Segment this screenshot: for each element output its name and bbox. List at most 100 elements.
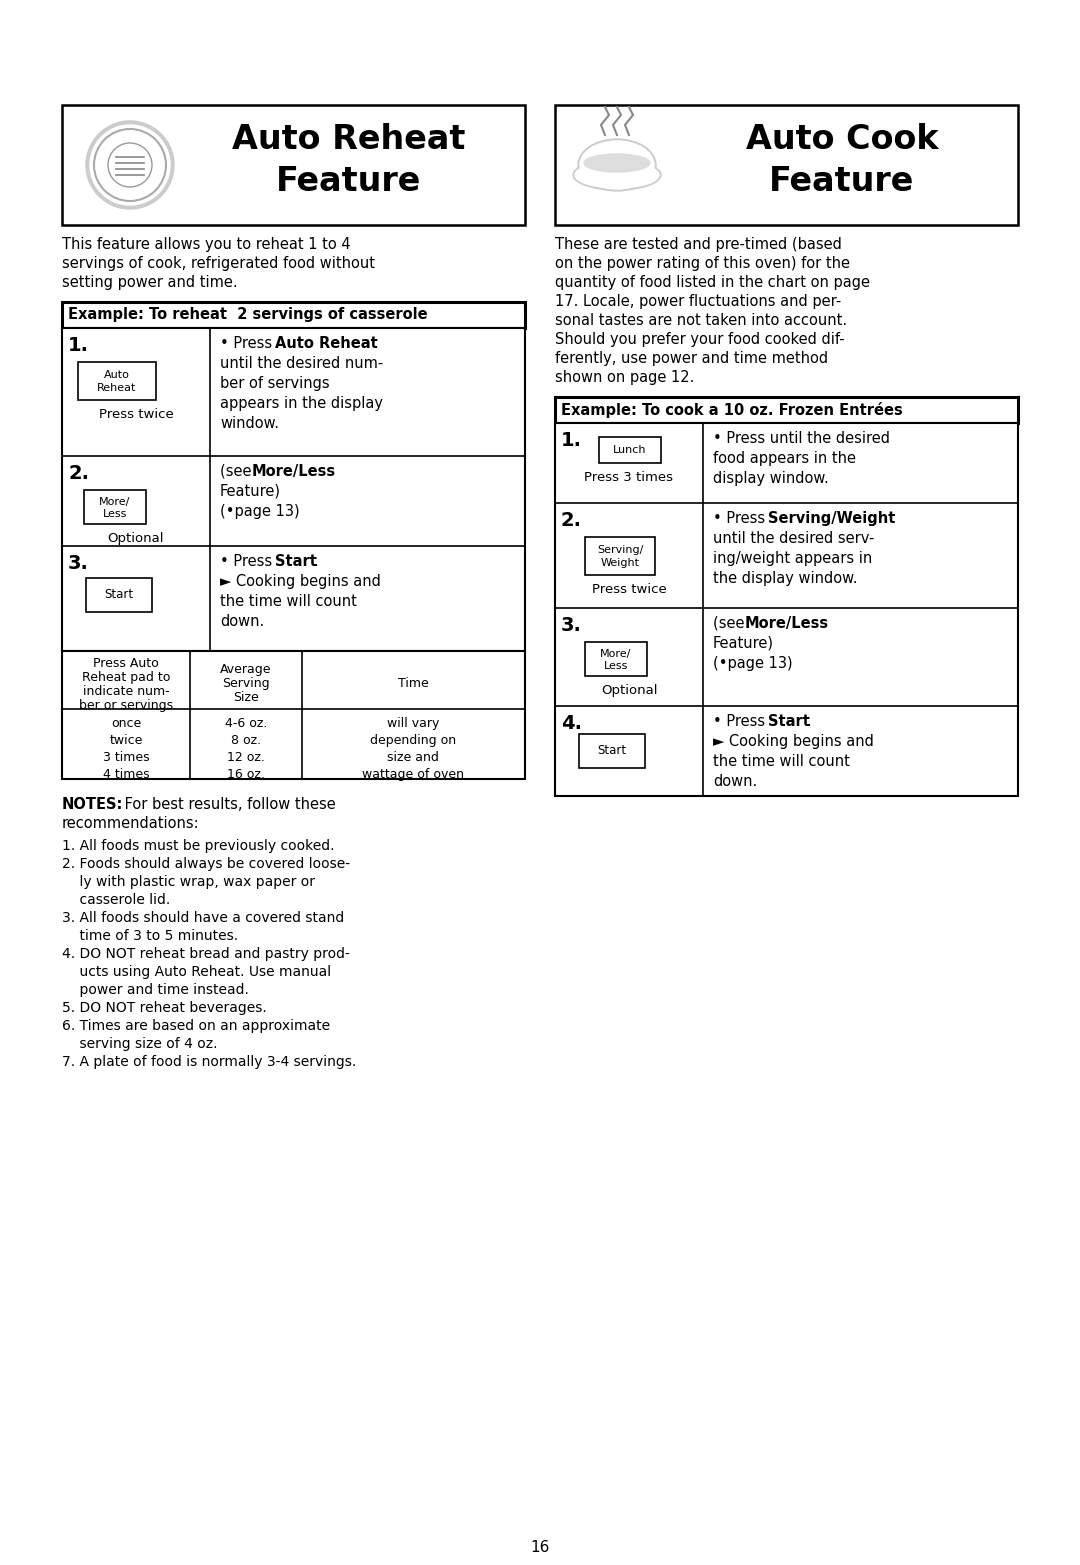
Text: 3. All foods should have a covered stand: 3. All foods should have a covered stand — [62, 911, 345, 925]
Text: size and: size and — [387, 751, 438, 764]
Bar — [555, 105, 1018, 225]
Text: • Press: • Press — [220, 554, 276, 570]
Text: • Press: • Press — [220, 336, 276, 351]
Text: Optional: Optional — [108, 532, 164, 545]
Ellipse shape — [575, 163, 659, 188]
Text: ly with plastic wrap, wax paper or: ly with plastic wrap, wax paper or — [62, 875, 315, 889]
Text: on the power rating of this oven) for the: on the power rating of this oven) for th… — [555, 257, 850, 271]
Text: Start: Start — [105, 588, 134, 601]
Text: Time: Time — [397, 678, 429, 690]
Text: Lunch: Lunch — [613, 444, 647, 455]
Bar — [599, 437, 661, 463]
Text: Press twice: Press twice — [592, 584, 666, 596]
Text: ber or servings: ber or servings — [79, 700, 173, 712]
Text: Feature: Feature — [276, 164, 422, 199]
Bar — [585, 642, 647, 676]
Text: 2. Foods should always be covered loose-: 2. Foods should always be covered loose- — [62, 858, 350, 872]
Text: 4 times: 4 times — [103, 768, 149, 781]
Text: (see: (see — [713, 617, 750, 631]
Bar — [62, 302, 525, 329]
Text: Press Auto: Press Auto — [93, 657, 159, 670]
Text: twice: twice — [109, 734, 143, 747]
Text: Less: Less — [103, 509, 127, 520]
Text: Optional: Optional — [600, 684, 658, 696]
Text: Less: Less — [604, 660, 629, 671]
Text: 17. Locale, power fluctuations and per-: 17. Locale, power fluctuations and per- — [555, 294, 841, 308]
Text: 16: 16 — [530, 1540, 550, 1556]
Text: More/: More/ — [600, 649, 632, 659]
Bar — [86, 577, 152, 612]
Text: • Press: • Press — [713, 512, 770, 526]
Text: (•page 13): (•page 13) — [713, 656, 793, 671]
Text: the display window.: the display window. — [713, 571, 858, 585]
Text: ► Cooking begins and: ► Cooking begins and — [713, 734, 874, 750]
Circle shape — [90, 125, 170, 205]
Text: Serving/: Serving/ — [597, 545, 644, 556]
Text: This feature allows you to reheat 1 to 4: This feature allows you to reheat 1 to 4 — [62, 236, 351, 252]
Text: 3.: 3. — [68, 554, 89, 573]
Text: Start: Start — [275, 554, 316, 570]
Text: power and time instead.: power and time instead. — [62, 983, 248, 997]
Ellipse shape — [573, 160, 661, 189]
Text: the time will count: the time will count — [220, 595, 356, 609]
Text: These are tested and pre-timed (based: These are tested and pre-timed (based — [555, 236, 842, 252]
Text: ► Cooking begins and: ► Cooking begins and — [220, 574, 381, 588]
Text: 5. DO NOT reheat beverages.: 5. DO NOT reheat beverages. — [62, 1002, 267, 1016]
Text: 12 oz.: 12 oz. — [227, 751, 265, 764]
Text: ing/weight appears in: ing/weight appears in — [713, 551, 873, 567]
Text: Weight: Weight — [600, 559, 639, 568]
Text: Should you prefer your food cooked dif-: Should you prefer your food cooked dif- — [555, 332, 845, 347]
Text: once: once — [111, 717, 141, 729]
Text: Auto: Auto — [104, 369, 130, 380]
Text: down.: down. — [713, 775, 757, 789]
Text: 4. DO NOT reheat bread and pastry prod-: 4. DO NOT reheat bread and pastry prod- — [62, 947, 350, 961]
Text: 6. Times are based on an approximate: 6. Times are based on an approximate — [62, 1019, 330, 1033]
Text: setting power and time.: setting power and time. — [62, 275, 238, 290]
Text: .: . — [806, 714, 811, 729]
Text: the time will count: the time will count — [713, 754, 850, 768]
Text: 4.: 4. — [561, 714, 582, 732]
Text: 7. A plate of food is normally 3-4 servings.: 7. A plate of food is normally 3-4 servi… — [62, 1055, 356, 1069]
Text: 1.: 1. — [561, 430, 582, 451]
Text: • Press until the desired: • Press until the desired — [713, 430, 890, 446]
Text: 1. All foods must be previously cooked.: 1. All foods must be previously cooked. — [62, 839, 335, 853]
Text: 16 oz.: 16 oz. — [227, 768, 265, 781]
Text: Start: Start — [597, 743, 626, 757]
Text: More/Less: More/Less — [252, 463, 336, 479]
Text: More/Less: More/Less — [745, 617, 829, 631]
Text: wattage of oven: wattage of oven — [362, 768, 464, 781]
Text: .: . — [313, 554, 318, 570]
Text: Example: To cook a 10 oz. Frozen Entrées: Example: To cook a 10 oz. Frozen Entrées — [561, 402, 903, 418]
Text: More/: More/ — [99, 498, 131, 507]
Text: ucts using Auto Reheat. Use manual: ucts using Auto Reheat. Use manual — [62, 966, 332, 980]
Bar — [62, 105, 525, 225]
Text: Feature: Feature — [769, 164, 915, 199]
Text: will vary: will vary — [387, 717, 440, 729]
Text: Example: To reheat  2 servings of casserole: Example: To reheat 2 servings of cassero… — [68, 307, 428, 322]
Bar — [585, 537, 654, 574]
Text: Auto Reheat: Auto Reheat — [232, 124, 465, 156]
Text: For best results, follow these: For best results, follow these — [120, 797, 336, 812]
Text: depending on: depending on — [370, 734, 456, 747]
Text: Serving/Weight: Serving/Weight — [768, 512, 895, 526]
Text: (see: (see — [220, 463, 256, 479]
Text: Size: Size — [233, 692, 259, 704]
Text: food appears in the: food appears in the — [713, 451, 856, 466]
Text: Feature): Feature) — [220, 484, 281, 499]
Text: Start: Start — [768, 714, 810, 729]
Ellipse shape — [580, 141, 654, 189]
Text: recommendations:: recommendations: — [62, 815, 200, 831]
Text: • Press: • Press — [713, 714, 770, 729]
Text: 2.: 2. — [561, 512, 582, 531]
Text: ferently, use power and time method: ferently, use power and time method — [555, 351, 828, 366]
Text: ber of servings: ber of servings — [220, 376, 329, 391]
Text: down.: down. — [220, 613, 265, 629]
Text: until the desired serv-: until the desired serv- — [713, 531, 875, 546]
Bar — [579, 734, 645, 768]
Bar — [84, 490, 146, 524]
Text: Auto Cook: Auto Cook — [746, 124, 939, 156]
Text: until the desired num-: until the desired num- — [220, 355, 383, 371]
Text: quantity of food listed in the chart on page: quantity of food listed in the chart on … — [555, 275, 870, 290]
Text: Serving: Serving — [222, 678, 270, 690]
Ellipse shape — [578, 139, 656, 191]
